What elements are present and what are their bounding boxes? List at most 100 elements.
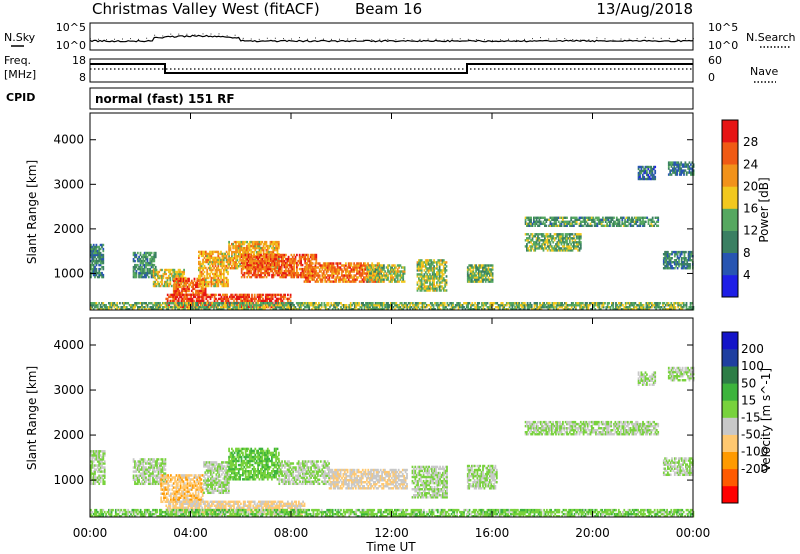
heatmap-cell: [206, 272, 209, 276]
heatmap-cell: [242, 257, 244, 261]
heatmap-cell: [134, 263, 136, 267]
heatmap-cell: [257, 242, 259, 246]
heatmap-cell: [92, 245, 95, 249]
heatmap-cell: [544, 247, 546, 250]
heatmap-cell: [306, 262, 309, 265]
heatmap-cell: [429, 265, 431, 268]
heatmap-cell: [483, 308, 486, 311]
heatmap-cell: [287, 308, 290, 311]
heatmap-cell: [193, 304, 196, 307]
heatmap-cell: [163, 284, 166, 288]
heatmap-cell: [479, 272, 482, 275]
heatmap-cell: [225, 254, 228, 258]
heatmap-cell: [420, 302, 423, 305]
heatmap-cell: [369, 306, 371, 309]
heatmap-cell: [426, 259, 429, 262]
heatmap-cell: [279, 259, 282, 263]
heatmap-cell: [395, 270, 398, 273]
heatmap-cell: [497, 304, 500, 307]
heatmap-cell: [442, 287, 445, 290]
heatmap-cell: [220, 252, 222, 256]
heatmap-cell: [278, 267, 280, 271]
heatmap-cell: [224, 302, 226, 305]
heatmap-cell: [557, 224, 560, 228]
heatmap-cell: [617, 218, 619, 222]
heatmap-cell: [599, 302, 602, 305]
heatmap-cell: [376, 308, 378, 311]
heatmap-cell: [391, 306, 393, 309]
heatmap-cell: [240, 240, 243, 244]
heatmap-cell: [185, 283, 188, 287]
heatmap-cell: [563, 216, 566, 220]
heatmap-cell: [437, 277, 440, 280]
heatmap-cell: [431, 261, 434, 264]
heatmap-cell: [244, 248, 247, 252]
heatmap-cell: [307, 276, 310, 279]
heatmap-cell: [487, 268, 490, 271]
heatmap-cell: [255, 302, 258, 305]
heatmap-cell: [606, 304, 609, 307]
heatmap-cell: [182, 308, 185, 311]
heatmap-cell: [114, 308, 117, 311]
heatmap-cell: [105, 306, 107, 309]
heatmap-cell: [304, 274, 307, 277]
heatmap-cell: [466, 266, 469, 269]
heatmap-cell: [242, 293, 245, 297]
heatmap-cell: [228, 265, 230, 268]
heatmap-cell: [324, 278, 327, 281]
heatmap-cell: [542, 222, 545, 226]
heatmap-cell: [217, 250, 220, 254]
heatmap-cell: [306, 278, 309, 281]
heatmap-cell: [376, 302, 378, 305]
heatmap-cell: [244, 271, 247, 275]
heatmap-cell: [482, 302, 485, 305]
heatmap-cell: [269, 302, 272, 305]
heatmap-cell: [357, 270, 360, 273]
heatmap-cell: [526, 239, 528, 242]
heatmap-cell: [353, 268, 356, 271]
heatmap-cell: [619, 306, 622, 309]
heatmap-cell: [669, 304, 671, 307]
heatmap-cell: [579, 222, 582, 226]
heatmap-cell: [640, 222, 643, 226]
heatmap-cell: [603, 224, 606, 228]
heatmap-cell: [490, 270, 493, 273]
heatmap-cell: [473, 266, 476, 269]
heatmap-cell: [441, 302, 443, 305]
heatmap-cell: [269, 304, 272, 307]
heatmap-cell: [246, 269, 249, 273]
heatmap-cell: [217, 268, 220, 272]
heatmap-cell: [267, 271, 269, 275]
heatmap-cell: [286, 302, 288, 305]
heatmap-cell: [313, 304, 316, 307]
heatmap-cell: [101, 243, 103, 247]
heatmap-cell: [231, 257, 233, 260]
heatmap-cell: [109, 306, 112, 309]
heatmap-cell: [567, 249, 570, 252]
heatmap-cell: [365, 272, 368, 275]
heatmap-cell: [91, 253, 94, 257]
heatmap-cell: [350, 262, 353, 265]
heatmap-cell: [247, 242, 250, 246]
heatmap-cell: [564, 249, 567, 252]
heatmap-cell: [562, 235, 564, 238]
heatmap-cell: [191, 297, 194, 301]
heatmap-cell: [358, 308, 360, 311]
heatmap-cell: [170, 274, 173, 278]
heatmap-cell: [272, 248, 275, 252]
heatmap-cell: [253, 295, 256, 299]
heatmap-cell: [143, 263, 146, 267]
heatmap-cell: [154, 268, 156, 272]
heatmap-cell: [317, 266, 320, 269]
heatmap-cell: [253, 308, 255, 311]
heatmap-cell: [588, 224, 590, 228]
heatmap-cell: [174, 272, 177, 276]
heatmap-cell: [317, 272, 320, 275]
heatmap-cell: [243, 259, 246, 263]
heatmap-cell: [501, 308, 504, 311]
heatmap-cell: [186, 285, 189, 289]
heatmap-cell: [230, 293, 233, 297]
heatmap-cell: [555, 224, 557, 228]
heatmap-cell: [242, 267, 244, 271]
heatmap-cell: [260, 295, 263, 299]
